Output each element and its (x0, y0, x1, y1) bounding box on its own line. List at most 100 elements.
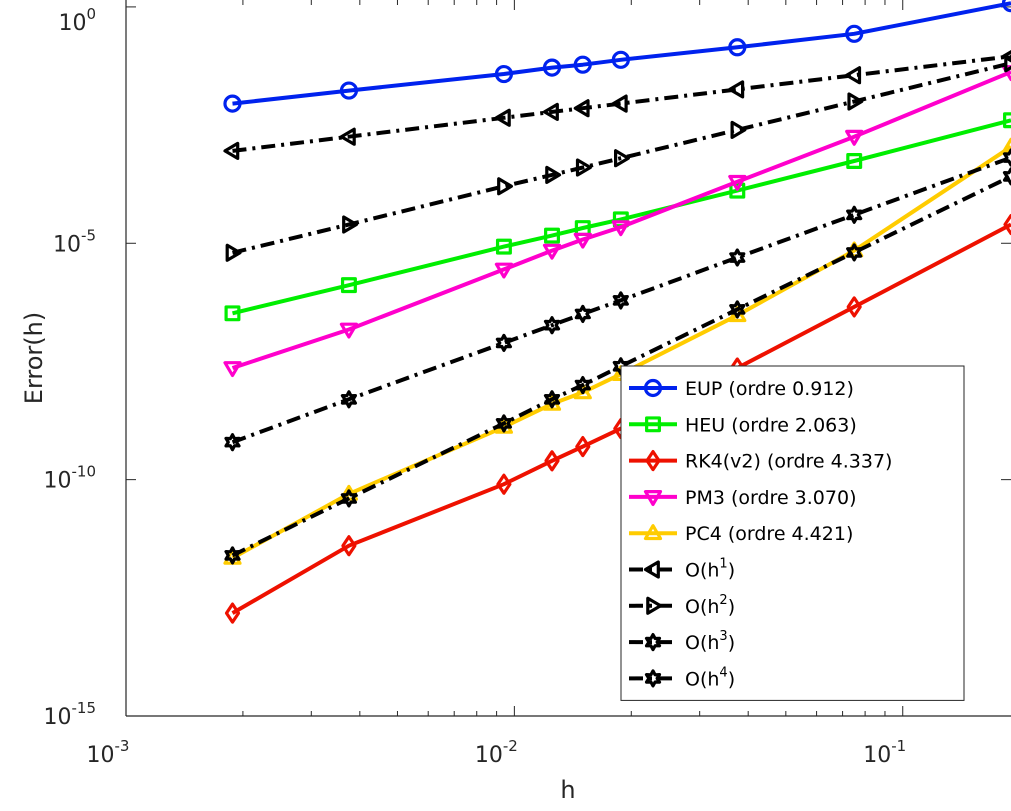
data-point (1002, 148, 1011, 167)
data-point (543, 390, 561, 409)
legend-label: O(h2) (685, 593, 735, 618)
legend-label: HEU (ordre 2.063) (685, 414, 857, 436)
series-line (231, 222, 1011, 615)
data-point (1001, 65, 1011, 82)
data-point (729, 248, 746, 267)
data-point (225, 243, 242, 262)
x-axis-label: h (560, 776, 575, 804)
legend-box (620, 365, 965, 701)
data-point (644, 669, 662, 688)
data-point (224, 305, 241, 322)
data-point (845, 66, 862, 85)
axes-ticks (125, 0, 1011, 717)
legend-label: O(h3) (685, 629, 735, 654)
legend-label: PC4 (ordre 4.421) (685, 523, 853, 545)
data-point (846, 243, 863, 262)
data-point (542, 58, 562, 77)
series-pm3 (223, 65, 1011, 378)
y-axis-label: Error(h) (20, 312, 48, 404)
data-point (728, 38, 747, 57)
legend: EUP (ordre 0.912) HEU (ordre 2.063) RK4(v2… (620, 365, 965, 701)
data-point (1001, 0, 1011, 13)
series-o-h4- (224, 167, 1011, 565)
legend-item: O(h3) (629, 629, 735, 654)
legend-item: RK4(v2) (ordre 4.337) (629, 450, 892, 473)
data-point (645, 450, 661, 472)
data-point (573, 55, 592, 74)
data-point (611, 50, 630, 69)
data-point (495, 333, 512, 352)
data-point (847, 92, 864, 111)
legend-label: O(h4) (685, 665, 735, 690)
data-point (544, 227, 560, 244)
data-point (730, 120, 747, 139)
series-line (232, 1, 1011, 106)
data-point (574, 304, 591, 323)
data-point (574, 376, 591, 395)
series-line (232, 61, 1011, 255)
data-point (542, 102, 559, 122)
data-point (223, 94, 242, 113)
data-point (645, 416, 661, 433)
data-point (846, 153, 863, 169)
data-point (646, 596, 663, 615)
tick-label: 10-2 (475, 737, 518, 768)
data-point (575, 436, 591, 458)
data-point (643, 378, 663, 398)
data-point (543, 316, 561, 335)
data-point (224, 433, 241, 452)
data-point (1003, 213, 1011, 236)
data-point (495, 238, 512, 255)
data-point (544, 450, 560, 472)
series-heu (224, 112, 1011, 322)
data-point (573, 99, 590, 118)
legend-item: PM3 (ordre 3.070) (629, 487, 856, 509)
data-point (729, 182, 746, 199)
data-point (728, 80, 745, 99)
series-o-h3- (224, 148, 1011, 452)
data-point (573, 232, 592, 249)
data-point (224, 602, 241, 624)
data-point (495, 414, 512, 433)
series-o-h2- (225, 54, 1011, 262)
legend-item: O(h4) (629, 665, 735, 690)
series-group (223, 0, 1011, 624)
tick-label: 10-15 (44, 699, 97, 730)
series-line (231, 70, 1011, 370)
tick-label: 10-3 (87, 737, 130, 768)
data-point (728, 174, 747, 191)
data-point (573, 383, 592, 400)
data-point (846, 296, 862, 318)
series-line (231, 174, 1011, 558)
data-point (494, 108, 511, 127)
data-point (643, 490, 663, 506)
data-point (846, 205, 863, 224)
data-point (1003, 112, 1011, 129)
data-point (542, 243, 562, 260)
data-point (545, 165, 562, 184)
data-point (224, 546, 241, 565)
data-point (1004, 54, 1011, 73)
data-point (341, 535, 357, 557)
data-point (339, 322, 358, 339)
legend-item: PC4 (ordre 4.421) (629, 523, 853, 545)
series-eup (223, 0, 1011, 113)
data-point (494, 64, 514, 84)
legend-item: HEU (ordre 2.063) (629, 414, 857, 436)
legend-item: EUP (ordre 0.912) (629, 378, 854, 400)
data-point (342, 215, 358, 234)
tick-labels: 10-3 10-2 10-1 10-15 10-10 10-5 100 (44, 5, 907, 768)
legend-item: O(h2) (629, 593, 735, 618)
data-point (339, 127, 356, 146)
data-point (1001, 137, 1011, 154)
data-point (845, 129, 864, 146)
data-point (340, 277, 357, 294)
data-point (611, 220, 630, 237)
data-point (575, 158, 592, 177)
data-point (643, 524, 663, 541)
legend-label: EUP (ordre 0.912) (685, 378, 854, 400)
series-line (232, 118, 1011, 316)
data-point (340, 390, 357, 409)
data-point (223, 141, 240, 160)
